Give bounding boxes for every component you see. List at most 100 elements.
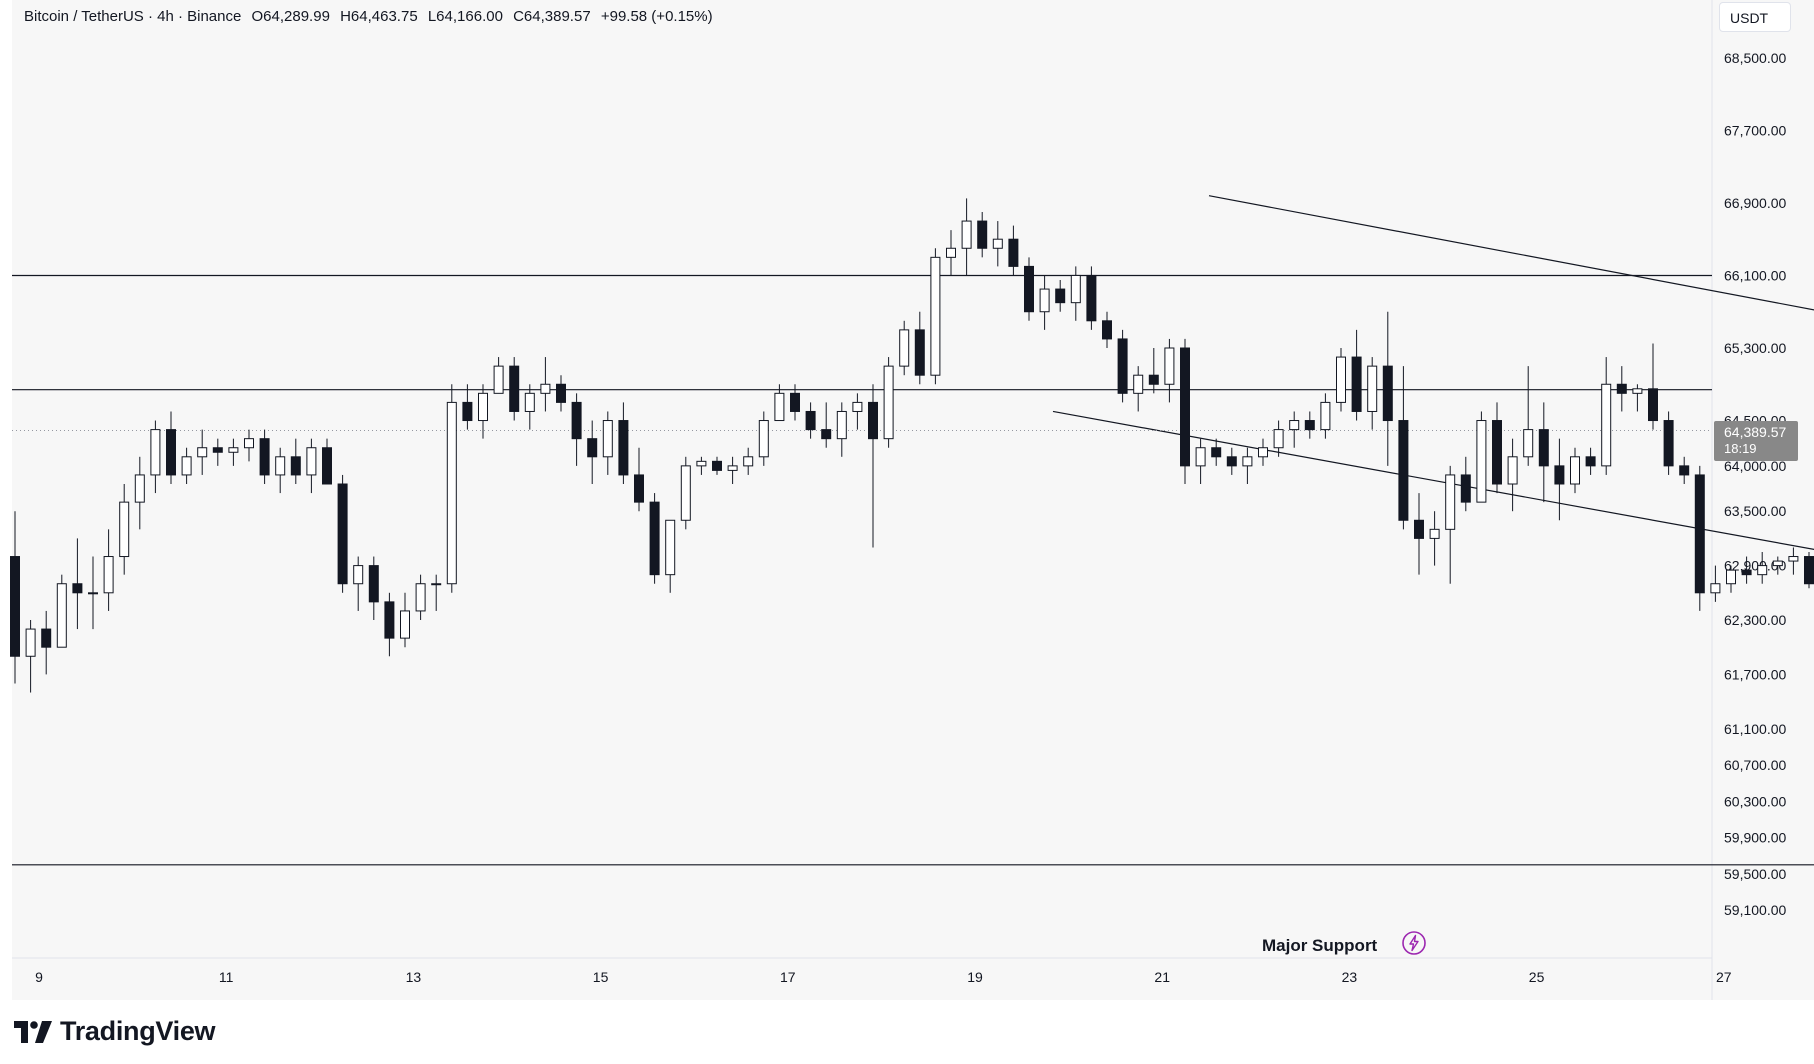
x-tick-label: 11 — [219, 969, 234, 985]
low-value: L64,166.00 — [427, 8, 503, 25]
candle-body — [400, 610, 410, 639]
candle-body — [665, 519, 676, 576]
candle-body — [1289, 420, 1300, 431]
candle-body — [384, 601, 395, 639]
candle-body — [1538, 429, 1549, 467]
tradingview-logo-icon — [14, 1020, 52, 1043]
candle-body — [1367, 365, 1378, 412]
candle-body — [836, 410, 847, 440]
candle-body — [1632, 388, 1643, 394]
high-value: H64,463.75 — [340, 8, 418, 25]
x-tick-label: 15 — [593, 969, 609, 985]
tradingview-logo-text: TradingView — [60, 1016, 216, 1046]
candle-body — [1804, 556, 1814, 585]
candle-body — [1273, 429, 1284, 449]
candle-body — [1398, 420, 1409, 521]
candle-body — [150, 429, 161, 476]
candle-body — [25, 628, 36, 657]
candle-body — [415, 583, 426, 612]
x-tick-label: 23 — [1342, 969, 1358, 985]
candle-body — [758, 420, 769, 458]
candle-body — [1164, 347, 1175, 385]
candle-body — [1757, 565, 1768, 576]
candle-body — [228, 447, 239, 453]
candle-body — [727, 465, 738, 471]
y-tick-label: 61,100.00 — [1724, 721, 1786, 737]
candle-body — [914, 329, 925, 376]
candle-body — [103, 556, 114, 594]
currency-selector[interactable]: USDT — [1719, 2, 1791, 32]
chart-area[interactable] — [12, 0, 1814, 1000]
candle-body — [680, 465, 691, 521]
last-price: 64,389.57 — [1724, 423, 1787, 440]
candle-body — [306, 447, 317, 476]
x-tick-label: 9 — [35, 969, 43, 985]
y-tick-label: 60,300.00 — [1724, 793, 1786, 809]
candle-body — [1148, 374, 1159, 385]
candle-body — [1320, 401, 1331, 431]
candle-body — [805, 410, 816, 431]
candle-body — [1055, 288, 1066, 304]
candle-body — [1663, 420, 1674, 467]
candle-body — [119, 501, 130, 558]
candle-body — [602, 420, 613, 458]
candle-body — [509, 365, 520, 412]
candle-body — [197, 447, 208, 458]
candle-body — [992, 238, 1003, 249]
candle-body — [493, 365, 504, 394]
x-tick-label: 17 — [780, 969, 796, 985]
candle-body — [1492, 420, 1502, 485]
y-tick-label: 60,700.00 — [1724, 757, 1786, 773]
candle-body — [1211, 447, 1222, 458]
candlestick-chart[interactable]: 68,500.00 67,700.00 66,900.00 66,100.00 65,3… — [0, 0, 1814, 1000]
y-tick-label: 59,900.00 — [1724, 830, 1786, 846]
candle-body — [1258, 447, 1268, 458]
candle-body — [1242, 456, 1253, 467]
symbol-name[interactable]: Bitcoin / TetherUS · 4h · Binance — [24, 8, 242, 25]
candle-body — [1554, 465, 1565, 485]
lightning-icon[interactable] — [1401, 930, 1427, 956]
x-tick-label: 27 — [1716, 969, 1732, 985]
candle-body — [446, 401, 457, 585]
y-tick-label: 63,500.00 — [1724, 503, 1786, 519]
y-tick-label: 61,700.00 — [1724, 666, 1786, 682]
candle-body — [524, 392, 535, 412]
support-label[interactable]: Major Support — [1262, 936, 1378, 955]
change-value: +99.58 (+0.15%) — [600, 8, 713, 25]
candle-body — [1024, 265, 1034, 313]
candle-body — [1429, 528, 1440, 539]
candle-body — [540, 383, 551, 394]
candle-body — [696, 460, 707, 467]
candle-body — [290, 456, 301, 476]
candle-body — [899, 329, 910, 367]
candle-body — [961, 220, 972, 249]
candle-body — [556, 383, 566, 403]
tradingview-logo[interactable]: TradingView — [14, 1016, 216, 1047]
candle-body — [1195, 447, 1206, 467]
candle-body — [977, 220, 988, 249]
candle-body — [1648, 388, 1658, 422]
candle-body — [930, 256, 941, 376]
candle-body — [1694, 474, 1705, 594]
candle-body — [883, 365, 894, 440]
y-tick-label: 65,300.00 — [1724, 340, 1786, 356]
candle-body — [1460, 474, 1471, 503]
candle-body — [634, 474, 644, 503]
candle-body — [1180, 347, 1190, 467]
candle-body — [1226, 456, 1237, 467]
x-tick-label: 21 — [1154, 969, 1170, 985]
candle-body — [244, 438, 254, 449]
candle-body — [353, 565, 364, 585]
candle-body — [462, 401, 473, 422]
candle-body — [587, 438, 598, 458]
candle-body — [790, 392, 800, 412]
candle-body — [852, 401, 863, 412]
candle-body — [259, 438, 270, 476]
candle-body — [1086, 274, 1097, 322]
candle-body — [337, 483, 348, 585]
candle-body — [1741, 569, 1752, 576]
y-tick-label: 62,300.00 — [1724, 612, 1786, 628]
channel-upper-line — [1208, 195, 1814, 311]
support-zone-box — [12, 864, 1814, 866]
y-tick-label: 66,100.00 — [1724, 267, 1786, 283]
